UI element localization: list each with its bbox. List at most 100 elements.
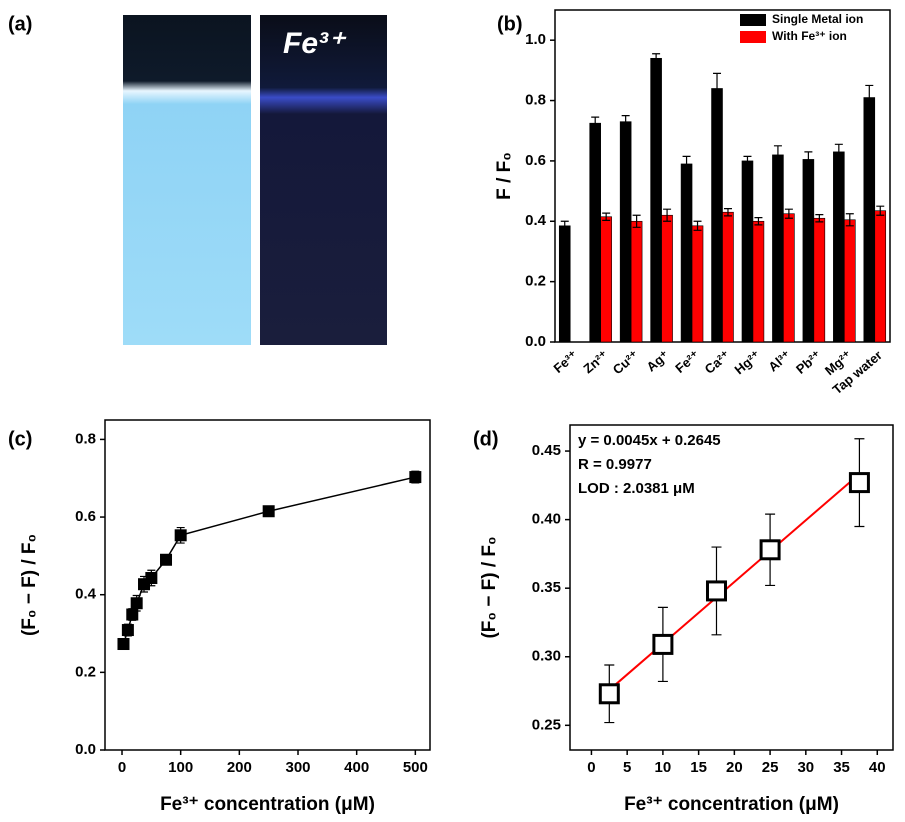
bar (691, 225, 704, 343)
x-tick-label: Fe³⁺ (551, 347, 581, 376)
x-tick-label: 100 (168, 759, 193, 776)
error-bar (773, 145, 782, 165)
x-tick-label: 35 (833, 759, 850, 776)
y-tick-label: 0.40 (532, 511, 561, 528)
error-bar (591, 116, 600, 130)
x-tick-label: Fe²⁺ (672, 347, 702, 376)
marker (145, 572, 158, 585)
marker (598, 683, 620, 705)
y-tick-label: 0.8 (525, 92, 546, 109)
error-bar (784, 208, 793, 219)
bar (680, 163, 693, 343)
error-bar (682, 155, 691, 173)
y-tick-label: 0.2 (75, 663, 96, 680)
x-tick-label: 400 (344, 759, 369, 776)
error-bar (845, 213, 854, 227)
y-tick-label: 0.4 (525, 212, 547, 229)
bar (558, 225, 571, 343)
bar (619, 121, 632, 343)
x-tick-label: Ag⁺ (644, 347, 672, 374)
annotation: y = 0.0045x + 0.2645 (578, 432, 721, 449)
bar (863, 97, 876, 343)
marker (126, 608, 139, 621)
y-tick-label: 0.2 (525, 273, 546, 290)
bar (630, 220, 643, 343)
y-tick-label: 0.6 (525, 152, 546, 169)
error-bar (743, 155, 752, 167)
x-tick-label: 20 (726, 759, 743, 776)
y-tick-label: 0.6 (75, 508, 96, 525)
error-bar (723, 207, 732, 217)
bar (722, 211, 734, 343)
marker (848, 472, 870, 494)
x-tick-label: Hg²⁺ (732, 347, 764, 377)
y-tick-label: 0.0 (75, 741, 96, 758)
bar (600, 216, 612, 343)
x-tick-label: 30 (797, 759, 814, 776)
y-axis-title: (F₀ − F) / F₀ (479, 536, 500, 638)
panel-label: (b) (497, 13, 523, 35)
y-tick-label: 0.4 (75, 586, 97, 603)
x-tick-label: 200 (227, 759, 252, 776)
y-axis-title: (F₀ − F) / F₀ (19, 534, 40, 636)
x-tick-label: 500 (403, 759, 428, 776)
error-bar (815, 214, 824, 223)
legend-swatch (740, 14, 766, 26)
photo-fluorescent (123, 15, 251, 345)
marker (652, 633, 674, 655)
x-tick-label: 10 (655, 759, 672, 776)
marker (121, 624, 134, 637)
x-tick-label: 300 (285, 759, 310, 776)
x-tick-label: Cu²⁺ (610, 347, 642, 377)
bar (772, 154, 784, 343)
marker (174, 529, 187, 542)
bar (874, 210, 887, 343)
legend-label: Single Metal ion (772, 12, 863, 26)
x-tick-label: 0 (587, 759, 595, 776)
error-bar (632, 214, 641, 228)
plot-frame (104, 419, 431, 751)
error-bar (713, 72, 722, 105)
y-tick-label: 0.30 (532, 648, 561, 665)
bar (833, 151, 845, 343)
error-bar (834, 143, 843, 160)
error-bar (754, 217, 763, 226)
x-tick-label: Ca²⁺ (702, 347, 733, 376)
error-bar (663, 208, 672, 222)
error-bar (621, 115, 630, 129)
panel-label: (a) (8, 13, 32, 35)
bar (752, 220, 765, 343)
panel-label: (d) (473, 428, 499, 450)
bar (813, 217, 826, 343)
bar (589, 122, 601, 343)
x-tick-label: 25 (762, 759, 779, 776)
bar (711, 88, 723, 343)
error-bar (693, 220, 702, 231)
error-bar (652, 53, 661, 64)
annotation: R = 0.9977 (578, 456, 652, 473)
bar (741, 160, 754, 343)
error-bar (804, 151, 813, 168)
marker (409, 471, 422, 484)
photo-quenched (260, 15, 387, 345)
error-bar (865, 84, 874, 111)
x-tick-label: Al³⁺ (765, 347, 793, 374)
marker (705, 580, 727, 602)
bar (783, 213, 795, 343)
marker (117, 638, 130, 651)
x-tick-label: 5 (623, 759, 631, 776)
y-tick-label: 0.45 (532, 442, 561, 459)
x-tick-label: Pb²⁺ (793, 347, 824, 376)
marker (130, 597, 143, 610)
fit-line (608, 473, 861, 691)
bar (802, 159, 815, 343)
marker (262, 505, 275, 518)
annotation: LOD : 2.0381 μM (578, 480, 695, 497)
y-tick-label: 0.0 (525, 333, 546, 350)
x-axis-title: Fe³⁺ concentration (μM) (160, 794, 375, 815)
x-tick-label: 0 (118, 759, 126, 776)
photo-caption: Fe³⁺ (283, 27, 347, 60)
error-bar (560, 220, 569, 231)
panel-label: (c) (8, 428, 32, 450)
